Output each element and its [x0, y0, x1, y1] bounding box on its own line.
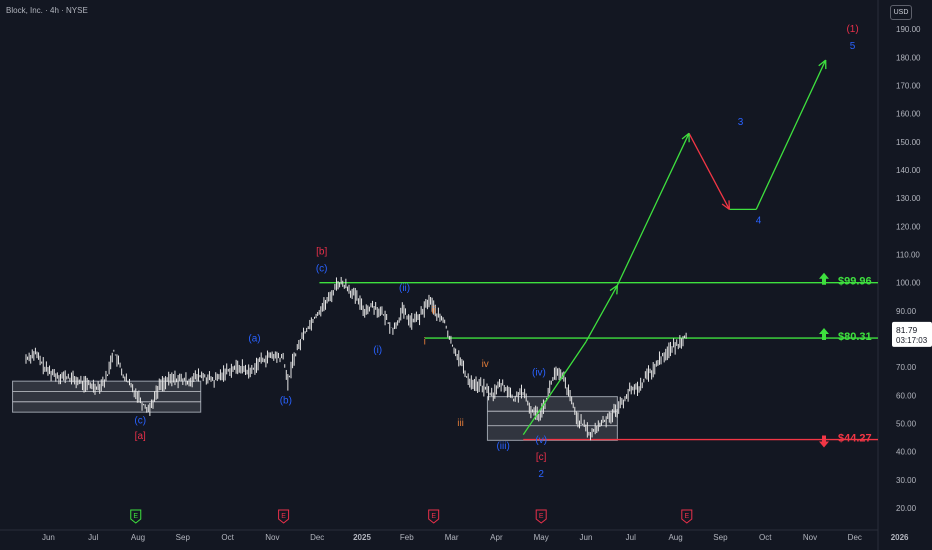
projection-arrowhead	[681, 132, 690, 143]
x-tick-label: Nov	[803, 533, 817, 542]
x-tick-label: Aug	[668, 533, 682, 542]
projection-line	[688, 132, 730, 210]
x-tick-label: Dec	[848, 533, 862, 542]
wave-label: (ii)	[399, 283, 410, 294]
projection-arrowhead	[721, 200, 731, 210]
x-tick-label: Jul	[88, 533, 98, 542]
x-tick-label: Jun	[42, 533, 55, 542]
wave-label: (c)	[316, 263, 328, 274]
y-tick-label: 170.00	[896, 81, 921, 90]
wave-label: [a]	[135, 431, 146, 442]
projection-arrowhead	[818, 59, 827, 70]
x-tick-label: Dec	[310, 533, 324, 542]
wave-label: 4	[756, 215, 762, 226]
x-tick-label: Jul	[626, 533, 636, 542]
symbol-header: Block, Inc. · 4h · NYSE	[6, 6, 88, 15]
wave-label: i	[424, 337, 426, 348]
x-tick-label: Oct	[759, 533, 772, 542]
price-tag-box	[892, 321, 932, 347]
currency-badge[interactable]: USD	[890, 5, 912, 20]
earnings-letter: E	[431, 513, 436, 520]
projection-arrowhead	[609, 284, 619, 295]
wave-label: (b)	[280, 396, 292, 407]
level-label: $99.96	[838, 276, 872, 288]
projection-line	[616, 133, 690, 286]
level-label: $80.31	[838, 331, 872, 343]
y-tick-label: 30.00	[896, 476, 917, 485]
x-tick-label: Sep	[176, 533, 191, 542]
wave-label: (iv)	[532, 368, 546, 379]
earnings-marker-icon	[278, 509, 290, 524]
wave-label: [b]	[316, 246, 327, 257]
countdown-timer: 03:17:03	[896, 336, 928, 345]
y-tick-label: 130.00	[896, 194, 921, 203]
y-tick-label: 40.00	[896, 448, 917, 457]
y-tick-label: 190.00	[896, 25, 921, 34]
up-arrow-icon	[819, 272, 829, 285]
earnings-letter: E	[133, 513, 138, 520]
earnings-marker-icon	[130, 509, 142, 524]
wave-label: (a)	[248, 334, 260, 345]
level-label: $44.27	[838, 433, 872, 445]
down-arrow-icon	[819, 435, 829, 448]
wave-label: (v)	[535, 435, 547, 446]
projection-line	[522, 341, 587, 436]
wave-label: (iii)	[496, 441, 509, 452]
projection-line	[755, 59, 827, 210]
x-tick-label: Apr	[490, 533, 503, 542]
wave-label: iv	[482, 359, 489, 370]
y-tick-label: 150.00	[896, 138, 921, 147]
x-tick-label: Aug	[131, 533, 145, 542]
earnings-letter: E	[684, 513, 689, 520]
y-tick-label: 20.00	[896, 504, 917, 513]
support-zone-box	[486, 396, 618, 441]
x-tick-label: Sep	[713, 533, 728, 542]
x-tick-label: Feb	[400, 533, 414, 542]
x-tick-label: Oct	[221, 533, 234, 542]
y-tick-label: 140.00	[896, 166, 921, 175]
y-tick-label: 180.00	[896, 53, 921, 62]
wave-label: 2	[538, 469, 544, 480]
y-tick-label: 60.00	[896, 391, 917, 400]
y-tick-label: 70.00	[896, 363, 917, 372]
x-tick-label: Jun	[580, 533, 593, 542]
wave-label: (i)	[373, 345, 382, 356]
y-tick-label: 50.00	[896, 419, 917, 428]
wave-label: iii	[457, 418, 464, 429]
projection-line	[585, 285, 618, 343]
earnings-marker-icon	[535, 509, 547, 524]
wave-label: ii	[431, 306, 435, 317]
x-tick-label: Mar	[445, 533, 459, 542]
y-tick-label: 160.00	[896, 110, 921, 119]
wave-label: 3	[738, 117, 744, 128]
earnings-marker-icon	[428, 509, 440, 524]
y-tick-label: 90.00	[896, 307, 917, 316]
last-price: 81.79	[896, 325, 918, 335]
earnings-letter: E	[281, 513, 286, 520]
wave-label: 5	[850, 41, 856, 52]
earnings-marker-icon	[681, 509, 693, 524]
up-arrow-icon	[819, 328, 829, 341]
support-zone-box	[12, 380, 202, 413]
y-tick-label: 100.00	[896, 279, 921, 288]
y-tick-label: 120.00	[896, 222, 921, 231]
y-tick-label: 110.00	[896, 250, 920, 259]
x-tick-label: 2025	[353, 533, 371, 542]
earnings-letter: E	[539, 513, 544, 520]
wave-label: [c]	[536, 452, 547, 463]
wave-label: (1)	[846, 24, 858, 35]
x-tick-label: Nov	[265, 533, 279, 542]
x-tick-label: May	[534, 533, 549, 542]
x-tick-label: 2026	[891, 533, 909, 542]
wave-label: (c)	[134, 415, 146, 426]
